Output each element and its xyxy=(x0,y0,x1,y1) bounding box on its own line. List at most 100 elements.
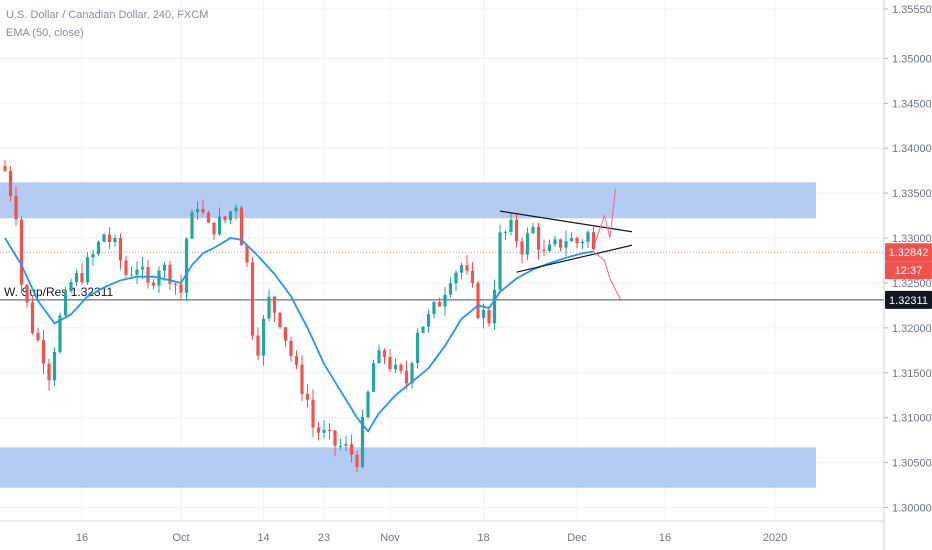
candle-body[interactable] xyxy=(514,219,519,242)
candle-body[interactable] xyxy=(382,350,387,358)
candle-body[interactable] xyxy=(558,239,563,248)
candle-body[interactable] xyxy=(525,233,530,255)
candle-body[interactable] xyxy=(360,416,365,467)
candle-body[interactable] xyxy=(547,244,552,251)
drawings[interactable] xyxy=(499,188,633,302)
candle-body[interactable] xyxy=(102,234,106,242)
candle-body[interactable] xyxy=(245,245,249,263)
candle-body[interactable] xyxy=(349,444,354,455)
candle-body[interactable] xyxy=(366,391,370,417)
candle-body[interactable] xyxy=(190,212,194,239)
trendline-upper[interactable] xyxy=(499,210,633,233)
candle-body[interactable] xyxy=(305,393,310,400)
candle-body[interactable] xyxy=(399,364,403,371)
candle-body[interactable] xyxy=(195,208,200,213)
candle-body[interactable] xyxy=(140,266,145,270)
candle-body[interactable] xyxy=(404,370,409,384)
candle-body[interactable] xyxy=(168,264,172,284)
candle-body[interactable] xyxy=(267,296,271,319)
candle-body[interactable] xyxy=(234,207,238,212)
candle-body[interactable] xyxy=(316,427,321,433)
candle-body[interactable] xyxy=(118,238,123,261)
candle-body[interactable] xyxy=(333,430,337,446)
candle-body[interactable] xyxy=(124,260,128,275)
candle-body[interactable] xyxy=(580,241,585,244)
candle-body[interactable] xyxy=(201,208,205,213)
candle-body[interactable] xyxy=(536,226,541,250)
candle-body[interactable] xyxy=(52,351,57,381)
candle-body[interactable] xyxy=(206,212,211,223)
candle-body[interactable] xyxy=(327,429,332,431)
candle-body[interactable] xyxy=(509,219,513,232)
candle-body[interactable] xyxy=(146,266,150,283)
candle-body[interactable] xyxy=(426,314,431,327)
candle-body[interactable] xyxy=(542,249,546,251)
candle-body[interactable] xyxy=(151,282,156,286)
candle-body[interactable] xyxy=(591,232,596,250)
candle-body[interactable] xyxy=(459,265,464,273)
candle-body[interactable] xyxy=(129,274,134,276)
candle-body[interactable] xyxy=(135,269,139,275)
candle-body[interactable] xyxy=(14,195,18,220)
candle-body[interactable] xyxy=(465,265,469,271)
candle-body[interactable] xyxy=(184,238,189,293)
candle-body[interactable] xyxy=(25,284,29,303)
candle-body[interactable] xyxy=(41,340,46,364)
candle-body[interactable] xyxy=(173,283,178,285)
candle-body[interactable] xyxy=(212,222,216,235)
candle-body[interactable] xyxy=(344,444,348,446)
candle-body[interactable] xyxy=(96,241,101,254)
candle-body[interactable] xyxy=(421,326,425,333)
candle-body[interactable] xyxy=(476,283,480,319)
candle-body[interactable] xyxy=(30,302,35,334)
candle-body[interactable] xyxy=(239,207,244,246)
candle-body[interactable] xyxy=(498,232,502,290)
candle-body[interactable] xyxy=(8,170,13,196)
candle-body[interactable] xyxy=(294,356,299,365)
candle-body[interactable] xyxy=(74,273,79,283)
candle-body[interactable] xyxy=(85,257,90,283)
candle-body[interactable] xyxy=(113,238,117,243)
candle-body[interactable] xyxy=(36,333,40,341)
candle-body[interactable] xyxy=(410,363,414,384)
candle-body[interactable] xyxy=(250,262,255,336)
candle-body[interactable] xyxy=(300,364,304,394)
candle-body[interactable] xyxy=(289,340,293,357)
candle-body[interactable] xyxy=(228,211,233,221)
candle-body[interactable] xyxy=(371,363,376,392)
candle-body[interactable] xyxy=(69,282,73,292)
candle-body[interactable] xyxy=(553,239,557,245)
candle-body[interactable] xyxy=(377,350,381,364)
candle-body[interactable] xyxy=(322,429,326,433)
trendline-lower[interactable] xyxy=(516,244,633,273)
candle-body[interactable] xyxy=(503,231,508,233)
candle-body[interactable] xyxy=(437,301,442,307)
candle-body[interactable] xyxy=(272,296,277,313)
candle-body[interactable] xyxy=(278,312,282,328)
candle-body[interactable] xyxy=(283,327,288,341)
candle-body[interactable] xyxy=(217,216,222,235)
candle-body[interactable] xyxy=(415,332,420,364)
candle-body[interactable] xyxy=(443,294,447,307)
candle-body[interactable] xyxy=(355,454,359,467)
candle-body[interactable] xyxy=(448,283,453,295)
candle-body[interactable] xyxy=(3,166,7,171)
candle-body[interactable] xyxy=(63,291,68,316)
candle-body[interactable] xyxy=(492,289,497,324)
candle-body[interactable] xyxy=(256,335,260,356)
candle-body[interactable] xyxy=(586,232,590,242)
candle-body[interactable] xyxy=(91,253,95,258)
candle-body[interactable] xyxy=(223,216,227,221)
candle-body[interactable] xyxy=(454,272,458,284)
candle-body[interactable] xyxy=(162,264,167,271)
candle-body[interactable] xyxy=(564,241,568,248)
candle-body[interactable] xyxy=(47,363,51,381)
projection-up-path[interactable] xyxy=(593,188,616,248)
candle-body[interactable] xyxy=(107,234,112,243)
candle-body[interactable] xyxy=(432,301,436,315)
candle-body[interactable] xyxy=(19,219,24,285)
candle-body[interactable] xyxy=(338,445,343,447)
candle-body[interactable] xyxy=(393,364,398,370)
